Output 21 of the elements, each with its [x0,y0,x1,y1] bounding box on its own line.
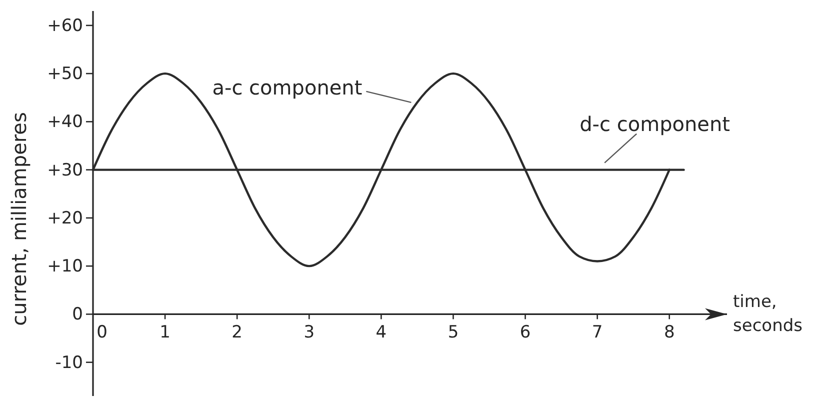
y-tick-label: +60 [47,16,83,36]
y-tick-label: +50 [47,64,83,84]
y-tick-label: -10 [55,352,83,373]
x-tick-label: 1 [160,322,170,342]
x-axis-title: time, seconds [733,292,803,336]
y-tick-label: 0 [72,304,83,325]
x-tick-label: 5 [448,322,459,342]
x-tick-label: 2 [232,322,243,342]
series-label: a-c component [212,75,362,100]
x-tick-label: 7 [592,322,603,342]
y-tick-label: +10 [47,256,83,277]
x-tick-label: 3 [304,322,315,342]
x-tick-label: 4 [376,322,387,342]
y-axis-title: current, milliamperes [7,112,31,326]
y-tick-label: +30 [47,160,83,180]
x-tick-label: 8 [664,322,675,342]
y-tick-label: +40 [47,112,83,132]
x-tick-label: 0 [96,322,108,342]
x-tick-label: 6 [520,322,531,342]
y-tick-label: +20 [47,208,83,228]
series-label: d-c component [580,112,730,136]
